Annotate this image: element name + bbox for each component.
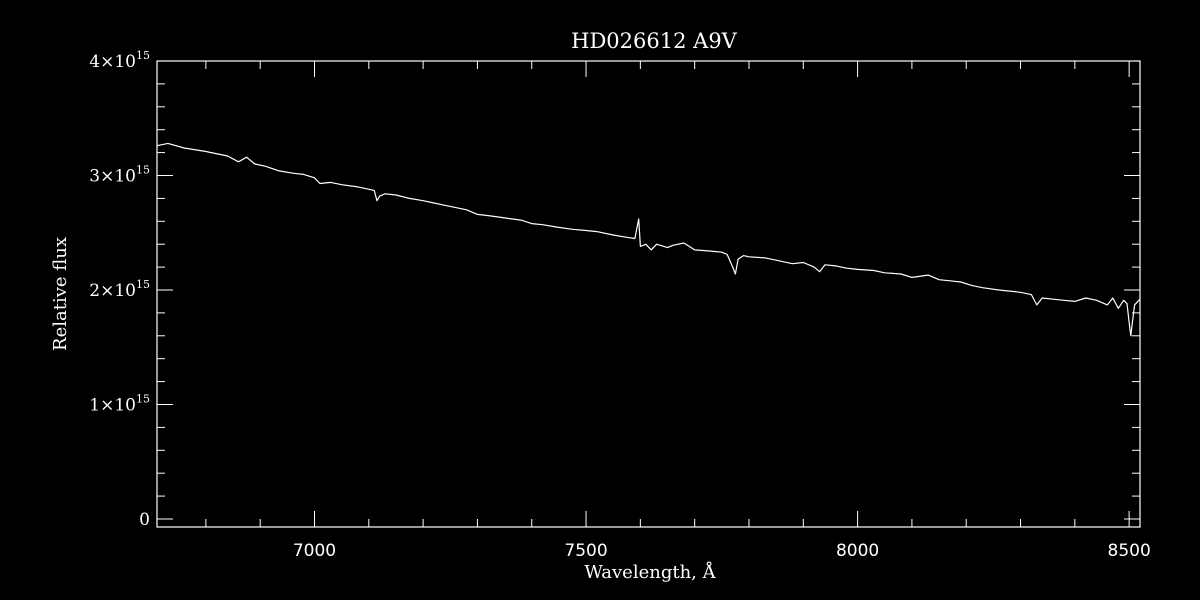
y-tick-label-base: 4×10 [89,52,136,72]
x-axis-ticks: 7000 7500 8000 8500 [293,61,1151,561]
x-axis-label: Wavelength, Å [584,561,716,583]
chart-title: HD026612 A9V [571,29,738,53]
y-tick-label: 3×1015 [89,163,150,186]
y-tick-label-exponent: 15 [136,49,150,62]
y-tick-label-exponent: 15 [136,278,150,291]
x-tick-label: 7000 [293,541,336,561]
y-tick-label-exponent: 15 [136,392,150,405]
y-tick-label: 0 [139,510,150,530]
minor-ticks [157,61,1140,527]
y-tick-label-base: 1×10 [89,395,136,415]
y-tick-label-base: 3×10 [89,166,136,186]
spectrum-line [156,142,1141,337]
y-axis-label: Relative flux [50,237,71,351]
y-tick-label: 2×1015 [89,278,150,301]
x-tick-label: 8000 [836,541,879,561]
plot-frame [156,60,1141,528]
x-tick-label: 7500 [564,541,607,561]
y-tick-label: 1×1015 [89,392,150,415]
y-tick-label-base: 2×10 [89,281,136,301]
y-tick-label-exponent: 15 [136,163,150,176]
x-tick-label: 8500 [1108,541,1151,561]
y-tick-label: 4×1015 [89,49,150,72]
y-tick-label-base: 0 [139,510,150,530]
